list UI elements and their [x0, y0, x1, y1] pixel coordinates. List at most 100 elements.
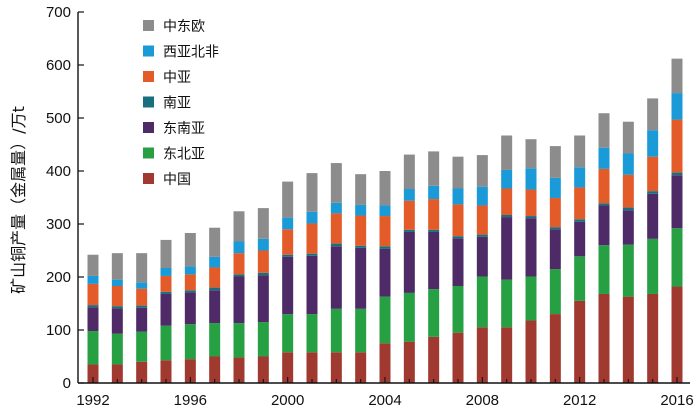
bar-segment-2012-s0 [574, 300, 586, 383]
bar-segment-2016-s1 [671, 228, 683, 287]
bar-segment-2005-s2 [403, 231, 415, 293]
bar-segment-2011-s4 [549, 198, 561, 228]
bar-segment-2005-s0 [403, 341, 415, 383]
bar-segment-2008-s6 [476, 155, 488, 187]
bar-segment-2010-s4 [525, 189, 537, 217]
bar-segment-1997-s5 [209, 256, 221, 268]
bar-segment-2003-s3 [355, 245, 367, 248]
bar-segment-2004-s4 [379, 216, 391, 247]
bar-segment-2009-s0 [501, 327, 513, 383]
bar-segment-2003-s4 [355, 215, 367, 246]
bar-segment-2011-s3 [549, 227, 561, 230]
bar-segment-2009-s5 [501, 169, 513, 189]
bar-segment-2013-s5 [598, 147, 610, 169]
legend-swatch [143, 96, 154, 108]
bar-segment-2005-s3 [403, 229, 415, 232]
bars-layer [87, 58, 683, 383]
bar-segment-1999-s6 [257, 208, 269, 239]
legend-label: 中国 [163, 172, 191, 188]
bar-segment-2011-s6 [549, 146, 561, 178]
bar-segment-2003-s2 [355, 247, 367, 309]
x-tick-label: 2008 [466, 392, 499, 409]
bar-segment-1992-s5 [87, 275, 99, 284]
bar-segment-1997-s0 [209, 356, 221, 383]
bar-segment-2008-s2 [476, 236, 488, 277]
bar-segment-2007-s2 [452, 238, 464, 287]
bar-segment-2000-s2 [282, 256, 294, 315]
bar-segment-1994-s2 [136, 307, 148, 332]
bar-segment-2016-s3 [671, 172, 683, 176]
bar-segment-2014-s0 [622, 296, 634, 383]
bar-segment-2009-s3 [501, 214, 513, 218]
bar-segment-2015-s2 [647, 193, 659, 239]
bar-segment-1995-s1 [160, 325, 172, 361]
bar-segment-2016-s0 [671, 286, 683, 383]
bar-segment-1999-s5 [257, 238, 269, 251]
bar-segment-1996-s0 [184, 359, 196, 383]
bar-segment-2013-s6 [598, 113, 610, 148]
bar-segment-1996-s6 [184, 233, 196, 267]
bar-segment-2002-s2 [330, 246, 342, 309]
bar-segment-2006-s0 [428, 336, 440, 383]
bar-segment-1999-s2 [257, 275, 269, 323]
bar-segment-2011-s1 [549, 269, 561, 315]
bar-segment-2004-s6 [379, 171, 391, 206]
bar-segment-2010-s5 [525, 168, 537, 190]
bar-segment-2002-s3 [330, 243, 342, 247]
bar-segment-1998-s3 [233, 274, 245, 277]
y-tick-label: 700 [46, 4, 71, 21]
x-tick-label: 1996 [174, 392, 207, 409]
bar-segment-2000-s0 [282, 352, 294, 383]
bar-segment-2011-s2 [549, 229, 561, 270]
legend-swatch [143, 20, 154, 31]
bar-segment-2008-s4 [476, 205, 488, 235]
bar-segment-2000-s6 [282, 181, 294, 218]
bar-segment-1993-s4 [111, 286, 123, 307]
bar-segment-2010-s2 [525, 218, 537, 277]
bar-segment-1999-s1 [257, 322, 269, 357]
y-tick-label: 500 [46, 110, 71, 127]
bar-segment-2006-s1 [428, 289, 440, 337]
bar-segment-2002-s4 [330, 213, 342, 244]
bar-segment-2015-s1 [647, 238, 659, 294]
bar-segment-2013-s3 [598, 203, 610, 206]
bar-segment-2002-s0 [330, 352, 342, 383]
bar-segment-1997-s2 [209, 290, 221, 324]
bar-segment-1993-s2 [111, 308, 123, 334]
y-tick-label: 400 [46, 163, 71, 180]
bar-segment-1993-s0 [111, 364, 123, 383]
bar-segment-1999-s3 [257, 272, 269, 276]
x-tick-label: 2000 [271, 392, 304, 409]
bar-segment-2010-s1 [525, 276, 537, 321]
bar-segment-1997-s1 [209, 323, 221, 357]
x-tick-label: 2004 [368, 392, 401, 409]
bar-segment-1992-s1 [87, 331, 99, 365]
bar-segment-2001-s5 [306, 211, 318, 224]
bar-segment-2014-s4 [622, 174, 634, 208]
bar-segment-2000-s1 [282, 314, 294, 353]
y-axis-label: 矿山铜产量（金属量）/万t [9, 106, 28, 294]
bar-segment-2003-s5 [355, 204, 367, 216]
bar-segment-2012-s5 [574, 167, 586, 188]
bar-segment-2010-s6 [525, 139, 537, 169]
bar-segment-2005-s1 [403, 292, 415, 342]
bar-segment-1996-s2 [184, 292, 196, 325]
bar-segment-1995-s3 [160, 291, 172, 294]
x-tick-label: 2016 [660, 392, 693, 409]
legend-swatch [143, 71, 154, 82]
bar-segment-2015-s3 [647, 191, 659, 194]
bar-segment-1998-s2 [233, 276, 245, 324]
bar-segment-1994-s6 [136, 253, 148, 283]
bar-segment-2012-s1 [574, 256, 586, 301]
bar-segment-2013-s0 [598, 293, 610, 383]
bar-segment-2000-s4 [282, 229, 294, 255]
bar-segment-1992-s4 [87, 283, 99, 306]
bar-segment-2011-s0 [549, 314, 561, 383]
bar-segment-1999-s4 [257, 250, 269, 273]
bar-segment-2012-s6 [574, 135, 586, 168]
bar-segment-1998-s1 [233, 323, 245, 358]
bar-segment-2013-s1 [598, 245, 610, 294]
bar-segment-2005-s6 [403, 154, 415, 190]
x-ticks: 1992 1996 2000 2004 2008 2012 2016 [76, 377, 694, 409]
